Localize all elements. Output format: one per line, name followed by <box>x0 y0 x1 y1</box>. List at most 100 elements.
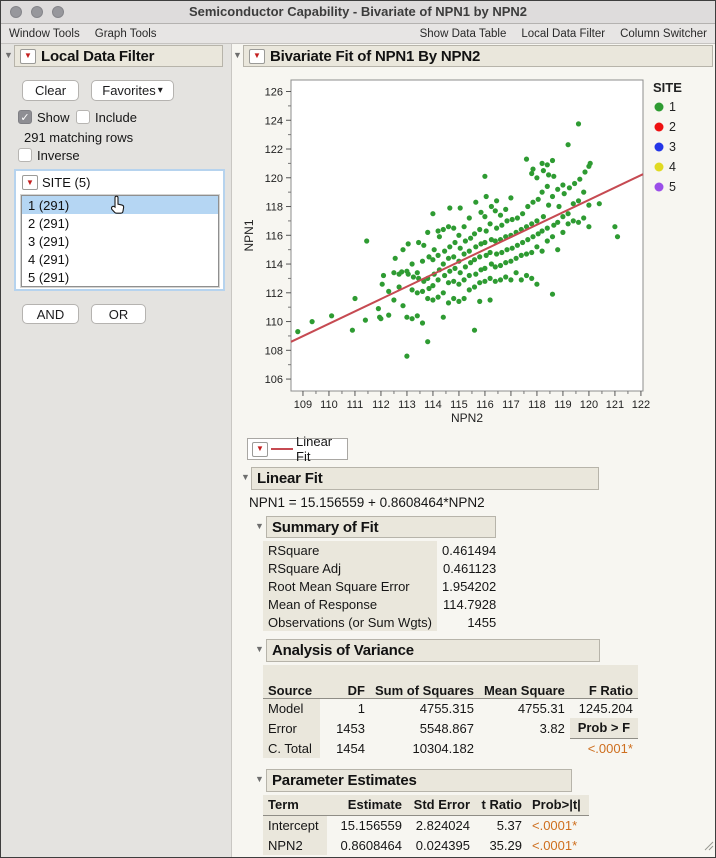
summary-of-fit-table: RSquare 0.461494 RSquare Adj 0.461123 Root… <box>263 541 501 631</box>
parameter-estimates-header: Parameter Estimates <box>266 769 572 792</box>
summary-value: 0.461494 <box>442 542 497 558</box>
svg-text:114: 114 <box>424 399 442 411</box>
hand-cursor-icon <box>110 195 128 220</box>
scatter-plot[interactable]: 109 110 111 112 113 114 115 116 117 118 119 120 121 1… <box>241 76 711 434</box>
anova-cell: 4755.315 <box>419 700 474 716</box>
site-item-2[interactable]: 2 (291) <box>28 215 70 231</box>
anova-table: Source DF Sum of Squares Mean Square F R… <box>263 665 638 758</box>
site-filter-group: ▼ SITE (5) 1 (291) 2 (291) 3 (291) 4 (29… <box>14 169 225 291</box>
window-resize-grip[interactable] <box>704 838 714 856</box>
site-group-title: SITE (5) <box>42 175 91 190</box>
bivariate-report-panel: ▼ ▼ Bivariate Fit of NPN1 By NPN2 109 110… <box>232 44 715 857</box>
menu-show-data-table[interactable]: Show Data Table <box>419 27 507 40</box>
fit-line-sample-icon <box>271 448 293 450</box>
prob-f-header: Prob > F <box>569 718 638 739</box>
linear-fit-swatch-button[interactable]: ▼ Linear Fit <box>247 434 348 464</box>
anova-cell: 1 <box>357 700 365 716</box>
collapse-triangle-icon[interactable]: ▼ <box>255 774 264 784</box>
param-cell: <.0001* <box>532 817 578 833</box>
svg-text:120: 120 <box>265 173 283 185</box>
svg-text:108: 108 <box>265 345 283 357</box>
svg-text:112: 112 <box>372 399 390 411</box>
menu-bar: Window Tools Graph Tools Show Data Table… <box>1 24 715 44</box>
param-cell: 35.29 <box>489 837 522 853</box>
report-title: Bivariate Fit of NPN1 By NPN2 <box>270 47 481 65</box>
anova-cell: 1454 <box>336 740 365 756</box>
and-button[interactable]: AND <box>22 304 79 324</box>
collapse-triangle-icon[interactable]: ▼ <box>255 644 264 654</box>
summary-value: 114.7928 <box>442 596 497 612</box>
svg-text:120: 120 <box>580 399 598 411</box>
svg-text:109: 109 <box>294 399 312 411</box>
collapse-triangle-icon[interactable]: ▼ <box>233 50 242 60</box>
svg-text:2: 2 <box>669 120 676 134</box>
anova-cell: C. Total <box>263 738 320 758</box>
zoom-window-button[interactable] <box>52 6 64 18</box>
clear-button[interactable]: Clear <box>22 80 79 101</box>
summary-label: RSquare <box>263 541 437 559</box>
site-item-4[interactable]: 4 (291) <box>28 251 70 267</box>
param-cell: NPN2 <box>263 835 327 855</box>
menu-local-data-filter[interactable]: Local Data Filter <box>521 27 606 40</box>
collapse-triangle-icon[interactable]: ▼ <box>4 50 13 60</box>
svg-text:118: 118 <box>528 399 546 411</box>
svg-text:110: 110 <box>320 399 338 411</box>
param-cell: 5.37 <box>496 817 522 833</box>
svg-text:113: 113 <box>398 399 416 411</box>
svg-text:116: 116 <box>265 230 283 242</box>
clear-button-label: Clear <box>34 83 67 98</box>
red-triangle-menu-icon[interactable]: ▼ <box>22 175 38 190</box>
param-col-header: t Ratio <box>475 795 527 816</box>
svg-text:NPN2: NPN2 <box>451 411 483 425</box>
summary-value: 1.954202 <box>442 578 497 594</box>
red-triangle-menu-icon[interactable]: ▼ <box>252 441 268 457</box>
summary-label: Root Mean Square Error <box>263 577 437 595</box>
anova-col-header: DF <box>320 665 370 699</box>
menu-left: Window Tools Graph Tools <box>9 28 157 40</box>
site-item-3[interactable]: 3 (291) <box>28 233 70 249</box>
site-item-5[interactable]: 5 (291) <box>28 269 70 285</box>
collapse-triangle-icon[interactable]: ▼ <box>255 521 264 531</box>
svg-text:1: 1 <box>669 100 676 114</box>
svg-text:118: 118 <box>265 202 283 214</box>
summary-of-fit-title: Summary of Fit <box>272 518 379 536</box>
anova-col-header: Mean Square <box>478 665 570 699</box>
anova-cell: Error <box>263 718 320 738</box>
include-checkbox[interactable] <box>76 110 90 124</box>
menu-column-switcher[interactable]: Column Switcher <box>620 27 707 40</box>
favorites-button-label: Favorites <box>102 83 156 98</box>
summary-label: Observations (or Sum Wgts) <box>263 613 437 631</box>
filter-header: ▼ Local Data Filter <box>14 45 223 67</box>
show-checkbox[interactable]: ✓ <box>18 110 32 124</box>
red-triangle-menu-icon[interactable]: ▼ <box>249 48 265 64</box>
minimize-window-button[interactable] <box>31 6 43 18</box>
svg-text:3: 3 <box>669 140 676 154</box>
report-header: ▼ Bivariate Fit of NPN1 By NPN2 <box>243 45 713 67</box>
caret-down-icon: ▾ <box>157 85 163 96</box>
fit-button-label: Linear Fit <box>296 434 333 464</box>
parameter-estimates-title: Parameter Estimates <box>272 772 417 789</box>
red-triangle-menu-icon[interactable]: ▼ <box>20 48 36 64</box>
param-col-header: Term <box>263 795 327 816</box>
linear-fit-header: Linear Fit <box>251 467 599 490</box>
check-icon: ✓ <box>20 111 30 124</box>
fit-equation: NPN1 = 15.156559 + 0.8608464*NPN2 <box>249 495 485 510</box>
anova-cell: 1453 <box>336 720 365 736</box>
svg-text:122: 122 <box>265 144 283 156</box>
collapse-triangle-icon[interactable]: ▼ <box>241 472 250 482</box>
matching-rows-text: 291 matching rows <box>24 130 134 145</box>
anova-title: Analysis of Variance <box>272 642 414 659</box>
svg-text:122: 122 <box>632 399 650 411</box>
close-window-button[interactable] <box>10 6 22 18</box>
anova-col-header: Sum of Squares <box>370 665 479 699</box>
include-label: Include <box>95 110 137 125</box>
inverse-checkbox[interactable] <box>18 148 32 162</box>
favorites-button[interactable]: Favorites ▾ <box>91 80 174 101</box>
svg-text:106: 106 <box>265 374 283 386</box>
summary-value: 0.461123 <box>442 560 497 576</box>
or-button[interactable]: OR <box>91 304 146 324</box>
menu-window-tools[interactable]: Window Tools <box>9 27 80 40</box>
menu-graph-tools[interactable]: Graph Tools <box>94 27 157 40</box>
param-cell: Intercept <box>263 815 327 835</box>
